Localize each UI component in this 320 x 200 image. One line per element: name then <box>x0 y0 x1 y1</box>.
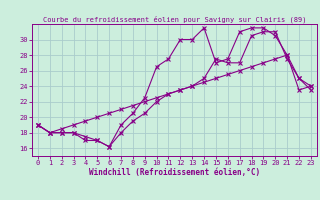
X-axis label: Windchill (Refroidissement éolien,°C): Windchill (Refroidissement éolien,°C) <box>89 168 260 177</box>
Title: Courbe du refroidissement éolien pour Savigny sur Clairis (89): Courbe du refroidissement éolien pour Sa… <box>43 15 306 23</box>
